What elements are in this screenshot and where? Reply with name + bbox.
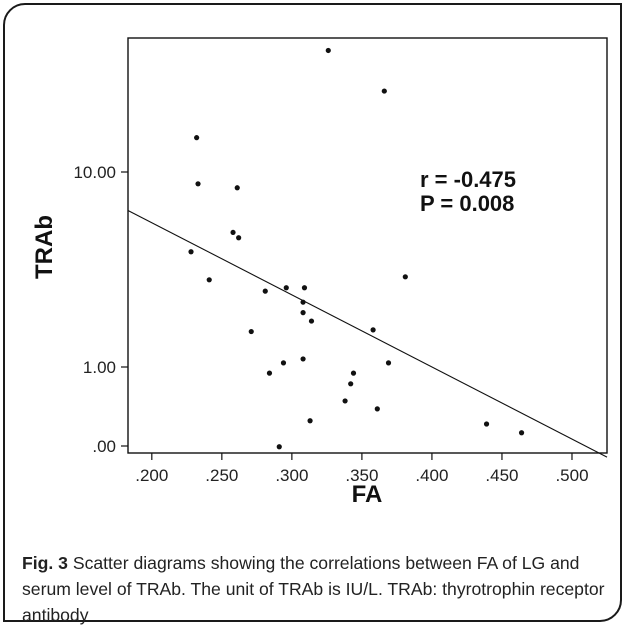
y-tick-label: .00 (92, 437, 116, 456)
data-point (350, 370, 357, 376)
data-point (301, 285, 308, 291)
x-tick-label: .500 (555, 466, 588, 485)
data-point (300, 310, 306, 316)
data-point (248, 328, 254, 335)
caption-text: Scatter diagrams showing the correlation… (22, 553, 605, 625)
data-point (236, 235, 242, 241)
figure-caption: Fig. 3 Scatter diagrams showing the corr… (22, 550, 612, 628)
data-point (276, 444, 282, 450)
data-point (370, 327, 376, 333)
data-point (483, 421, 490, 427)
data-point (308, 318, 315, 324)
x-tick-label: .400 (415, 466, 448, 485)
data-point (402, 274, 408, 280)
x-tick-label: .350 (345, 466, 378, 485)
annotation-p: P = 0.008 (420, 191, 514, 216)
data-point (283, 285, 289, 291)
x-tick-label: .300 (275, 466, 308, 485)
x-axis-label: FA (352, 481, 383, 508)
data-point (230, 229, 236, 236)
y-tick-label: 10.00 (73, 163, 116, 182)
figure-frame (3, 3, 622, 622)
data-point (325, 47, 331, 54)
data-point (300, 356, 306, 362)
data-point (280, 360, 287, 366)
x-axis: .200 .250 .300 .350 .400 .450 .500 (135, 453, 589, 485)
y-axis: 10.00 1.00 .00 (73, 163, 128, 456)
data-point (188, 249, 194, 255)
data-point (518, 430, 525, 436)
y-tick-label: 1.00 (83, 358, 116, 377)
data-point (206, 277, 212, 283)
data-points (188, 47, 525, 450)
caption-label: Fig. 3 (22, 553, 68, 573)
data-point (194, 135, 200, 141)
data-point (262, 288, 268, 294)
annotation-r: r = -0.475 (420, 167, 516, 192)
x-tick-label: .450 (485, 466, 518, 485)
data-point (307, 418, 313, 424)
scatter-chart: 10.00 1.00 .00 .200 .250 .300 .350 .400 .450 .50… (31, 37, 608, 508)
data-point (381, 88, 387, 94)
data-point (234, 185, 240, 191)
data-point (342, 398, 348, 404)
data-point (266, 370, 273, 376)
x-tick-label: .200 (135, 466, 168, 485)
data-point (385, 360, 392, 366)
y-axis-label: TRAb (31, 215, 58, 279)
x-tick-label: .250 (205, 466, 238, 485)
fit-line (127, 209, 608, 458)
plot-area (127, 37, 608, 454)
data-point (374, 406, 380, 412)
data-point (348, 381, 354, 387)
data-point (195, 181, 201, 187)
